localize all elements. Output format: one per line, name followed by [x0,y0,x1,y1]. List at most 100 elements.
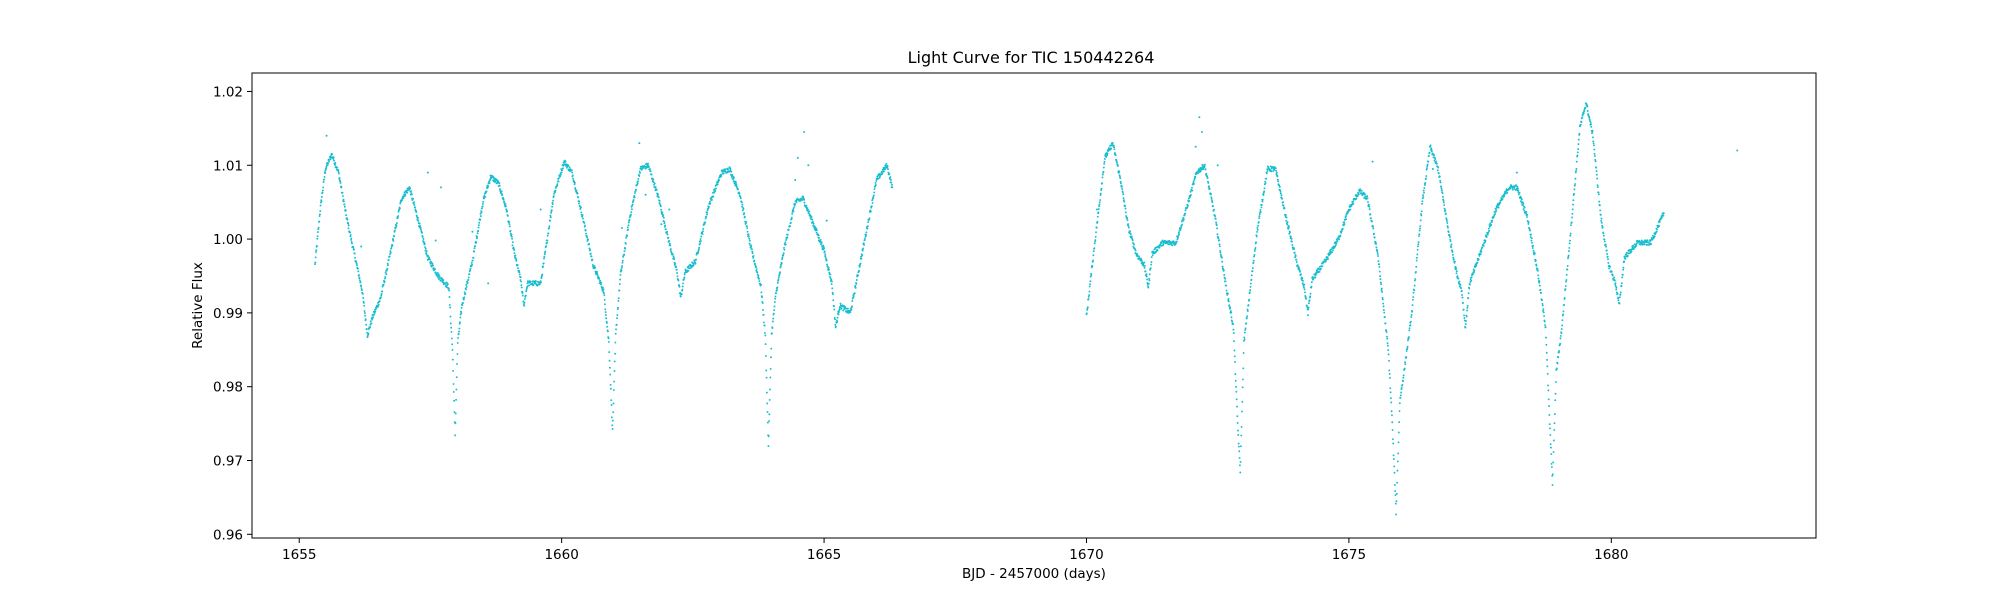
data-point [1336,240,1339,243]
data-point [1283,207,1286,210]
data-point [757,274,760,277]
data-point [1468,287,1471,290]
data-point [447,287,450,290]
data-point [774,297,777,300]
data-point [1110,147,1113,150]
data-point [523,298,526,300]
data-point [1396,469,1399,472]
data-point [1386,337,1389,340]
data-point [1423,191,1425,194]
data-point [1428,151,1431,154]
data-point [333,159,335,162]
data-point [1445,220,1448,222]
data-point [764,355,767,357]
data-point [473,250,476,253]
data-point [1536,269,1539,272]
data-point [1476,261,1479,264]
data-point [323,175,326,178]
data-point [707,205,710,208]
data-point [1597,193,1600,196]
data-point [412,197,415,200]
data-point [1232,332,1235,335]
data-point [1340,231,1343,234]
data-point [1379,281,1382,284]
data-point [775,292,778,295]
data-point [332,156,335,159]
data-point [827,266,830,269]
data-point [450,326,453,329]
data-point [765,369,768,372]
data-point [380,294,383,297]
data-point [1462,308,1465,311]
data-point [1398,402,1401,405]
data-point [465,283,468,286]
data-point [616,317,619,320]
data-point [1358,190,1361,193]
data-point [1544,326,1547,329]
data-point [1099,199,1102,201]
data-point [513,249,516,251]
data-point [1621,273,1624,276]
data-point [1284,214,1287,216]
data-point [889,176,892,179]
data-point [755,268,758,270]
data-point [635,188,637,191]
data-point [851,305,853,308]
data-point [479,212,482,215]
data-point [1601,224,1604,227]
data-point [486,187,489,190]
data-point [1559,342,1562,345]
data-point [1488,229,1491,232]
data-point [1232,323,1235,326]
data-point [866,227,869,230]
data-point [1439,181,1442,184]
data-point [356,264,358,267]
data-point [877,177,880,180]
data-point [1621,276,1624,279]
data-point [766,410,769,413]
data-point [1141,261,1144,264]
data-point [1625,253,1628,256]
data-point [509,229,512,232]
data-point [1291,244,1294,246]
data-point [1446,225,1449,228]
data-point [1147,286,1150,289]
data-point [784,243,787,246]
data-point [568,166,571,169]
data-point [1232,328,1235,331]
data-point [667,236,670,239]
data-point [1227,300,1230,303]
data-point [1263,187,1266,190]
data-point [783,248,786,251]
data-point [481,205,484,208]
data-point [1124,211,1127,214]
data-point [1098,203,1101,206]
data-point [465,286,468,288]
data-point [715,187,717,190]
data-point [1545,343,1548,346]
data-point [454,422,457,425]
data-point [607,340,610,343]
data-point [367,332,370,335]
data-point [364,318,367,321]
data-point [1571,208,1574,211]
data-point [770,347,773,350]
data-point [1391,429,1394,432]
data-point [830,283,833,285]
data-point [1662,212,1665,215]
data-point [1532,244,1535,247]
data-point [776,286,779,289]
data-point [1533,252,1536,255]
data-point [1113,148,1116,151]
data-point [810,215,813,218]
data-point [1655,230,1658,233]
data-point [1237,442,1240,445]
data-point [832,305,835,308]
data-point [674,262,677,265]
data-point [337,172,340,175]
data-point [1420,214,1423,217]
data-point [314,263,316,266]
data-point [699,238,702,240]
data-point [470,265,473,268]
data-point [342,198,345,201]
